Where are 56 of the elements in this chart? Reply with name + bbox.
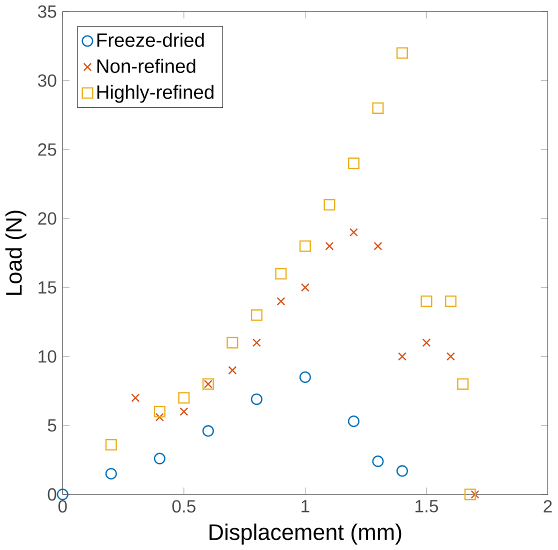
- x-tick-label: 0.5: [172, 500, 196, 513]
- legend-label: Non-refined: [97, 58, 196, 73]
- point: [372, 456, 384, 468]
- point: [275, 268, 287, 280]
- point: [464, 488, 476, 500]
- point: [154, 452, 166, 464]
- point: [420, 296, 432, 308]
- legend-label: Highly-refined: [97, 84, 214, 103]
- point: [276, 297, 286, 306]
- point: [226, 336, 238, 348]
- point: [422, 338, 431, 347]
- x-tick-label: 1.5: [416, 500, 438, 512]
- point: [396, 465, 408, 477]
- x-tick-label: 0: [58, 500, 67, 513]
- point: [299, 371, 311, 383]
- point: [374, 242, 382, 250]
- point: [154, 406, 166, 418]
- x-tick-label: 2: [544, 500, 552, 512]
- point: [396, 47, 408, 59]
- point: [155, 412, 164, 422]
- y-tick-label: 15: [38, 281, 56, 294]
- y-tick-label: 30: [38, 74, 56, 87]
- point: [372, 102, 384, 114]
- point: [105, 468, 117, 480]
- point: [105, 439, 117, 451]
- x-axis-title: Displacement (mm): [210, 524, 402, 545]
- y-tick-label: 10: [38, 350, 56, 363]
- x-tick-label: 1: [302, 500, 310, 512]
- legend-label: Freeze-dried: [97, 32, 204, 47]
- y-tick-label: 35: [38, 5, 56, 18]
- point: [457, 378, 469, 390]
- point: [228, 366, 237, 375]
- point: [250, 309, 262, 321]
- point: [202, 425, 214, 437]
- point: [324, 198, 336, 211]
- point: [252, 338, 261, 347]
- point: [56, 488, 68, 500]
- y-axis-title: Load (N): [5, 210, 26, 295]
- point: [398, 352, 406, 361]
- point: [299, 240, 311, 252]
- y-tick-label: 20: [38, 212, 56, 225]
- point: [250, 393, 262, 406]
- point: [131, 394, 140, 402]
- point: [349, 228, 358, 237]
- y-tick-label: 25: [38, 143, 56, 156]
- point: [444, 296, 457, 308]
- point: [178, 392, 190, 404]
- point: [348, 416, 360, 428]
- point: [180, 407, 188, 416]
- point: [470, 490, 480, 499]
- y-tick-label: 0: [48, 488, 56, 501]
- point: [325, 242, 334, 250]
- point: [446, 352, 456, 361]
- point: [300, 283, 310, 292]
- point: [348, 158, 360, 170]
- y-tick-label: 5: [48, 419, 56, 432]
